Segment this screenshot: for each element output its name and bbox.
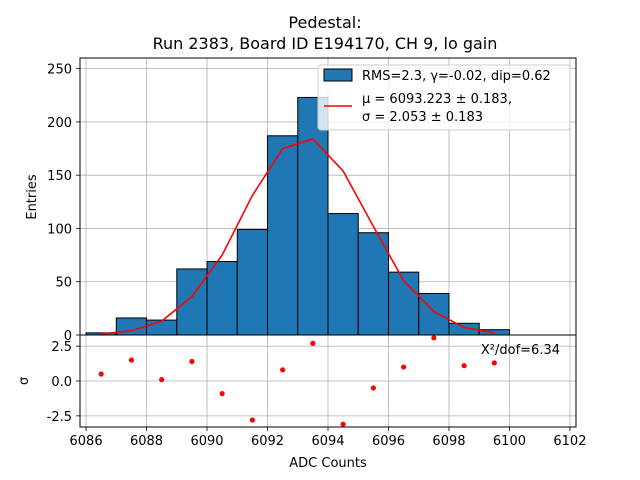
residual-panel: 2.5 0.0 -2.5 6086 6088 6090 6092 6094 6096 6098 6… (47, 334, 586, 449)
histogram-panel: 0 50 100 150 200 250 (47, 57, 577, 344)
residual-point (98, 371, 104, 377)
residual-tick-label: 2.5 (51, 340, 72, 355)
residual-point (189, 358, 195, 365)
histogram-bar (297, 96, 329, 336)
residual-point (431, 335, 437, 341)
x-axis-label: ADC Counts (289, 456, 367, 471)
histogram-bar (206, 260, 238, 336)
histogram-bar (176, 268, 208, 336)
residual-axis-label: σ (17, 377, 32, 385)
histogram-bar (146, 319, 178, 336)
x-tick-label: 6086 (70, 434, 103, 449)
chart-title-line1: Pedestal: (288, 13, 361, 32)
residual-point (249, 417, 255, 423)
x-tick-label: 6102 (553, 434, 586, 449)
legend-fit-label-line2: σ = 2.053 ± 0.183 (362, 110, 483, 125)
chart-title-line2: Run 2383, Board ID E194170, CH 9, lo gai… (153, 34, 498, 53)
residual-tick-label: -2.5 (47, 410, 72, 425)
y-tick-label: 150 (47, 169, 72, 184)
y-tick-label: 250 (47, 63, 72, 78)
y-tick-label: 50 (55, 276, 72, 291)
residual-point (159, 377, 165, 383)
histogram-bar (236, 229, 269, 336)
x-tick-label: 6092 (251, 434, 284, 449)
residual-point (370, 385, 376, 391)
legend-box (317, 64, 571, 131)
y-tick-label: 100 (47, 222, 72, 237)
residual-point (401, 364, 407, 370)
histogram-bar (387, 271, 420, 336)
legend: RMS=2.3, γ=-0.02, dip=0.62 μ = 6093.223 … (317, 64, 571, 131)
x-tick-label: 6100 (493, 434, 526, 449)
histogram-bar (267, 135, 299, 336)
fit-curve (101, 138, 495, 335)
residual-point (280, 367, 286, 373)
y-tick-label: 0 (64, 329, 72, 344)
residual-point (461, 363, 467, 369)
chi2-annotation: X²/dof=6.34 (481, 343, 560, 358)
residual-point (310, 340, 316, 346)
residual-point (128, 357, 135, 363)
x-tick-label: 6090 (190, 434, 223, 449)
y-axis-label: Entries (25, 174, 40, 220)
x-tick-label: 6096 (372, 434, 405, 449)
x-tick-label: 6098 (432, 434, 465, 449)
x-tick-label: 6088 (130, 434, 163, 449)
legend-fit-label-line1: μ = 6093.223 ± 0.183, (362, 92, 512, 107)
residual-point (340, 421, 346, 427)
y-tick-label: 200 (47, 116, 72, 131)
legend-hist-label: RMS=2.3, γ=-0.02, dip=0.62 (362, 69, 551, 84)
histogram-bar (327, 213, 359, 336)
residual-tick-label: 0.0 (51, 375, 72, 390)
histogram-bar (357, 232, 389, 336)
residual-point (219, 390, 225, 397)
residual-point (491, 360, 497, 366)
x-tick-label: 6094 (311, 434, 344, 449)
legend-hist-swatch (323, 68, 353, 82)
